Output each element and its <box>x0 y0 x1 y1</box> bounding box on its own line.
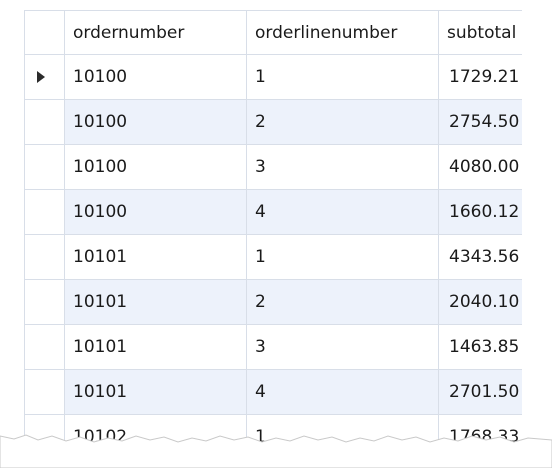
cell-orderlinenumber[interactable]: 3 <box>246 144 439 190</box>
cell-ordernumber[interactable]: 10100 <box>64 99 247 145</box>
row-indicator[interactable] <box>24 234 65 280</box>
row-indicator-header <box>24 10 65 55</box>
table-row[interactable]: 10101 1 4343.56 <box>24 234 522 280</box>
cell-ordernumber[interactable]: 10101 <box>64 234 247 280</box>
cell-orderlinenumber[interactable]: 3 <box>246 324 439 370</box>
cell-orderlinenumber[interactable]: 4 <box>246 189 439 235</box>
column-header-orderlinenumber[interactable]: orderlinenumber <box>246 10 439 55</box>
cell-subtotal[interactable]: 2701.50 <box>438 369 522 415</box>
cell-ordernumber[interactable]: 10100 <box>64 144 247 190</box>
table-row[interactable]: 10101 4 2701.50 <box>24 369 522 415</box>
column-header-subtotal[interactable]: subtotal <box>438 10 522 55</box>
cell-orderlinenumber[interactable]: 2 <box>246 99 439 145</box>
table-row[interactable]: 10101 2 2040.10 <box>24 279 522 325</box>
cell-ordernumber[interactable]: 10101 <box>64 324 247 370</box>
result-grid: ordernumber orderlinenumber subtotal 101… <box>24 10 522 450</box>
cell-orderlinenumber[interactable]: 4 <box>246 369 439 415</box>
right-triangle-icon <box>37 71 45 83</box>
cell-orderlinenumber[interactable]: 1 <box>246 234 439 280</box>
cell-orderlinenumber[interactable]: 2 <box>246 279 439 325</box>
cell-subtotal[interactable]: 4343.56 <box>438 234 522 280</box>
table-row[interactable]: 10101 3 1463.85 <box>24 324 522 370</box>
cell-subtotal[interactable]: 2754.50 <box>438 99 522 145</box>
row-indicator[interactable] <box>24 279 65 325</box>
cell-subtotal[interactable]: 4080.00 <box>438 144 522 190</box>
table-row[interactable]: 10100 4 1660.12 <box>24 189 522 235</box>
result-table: ordernumber orderlinenumber subtotal 101… <box>24 10 522 450</box>
cell-subtotal[interactable]: 2040.10 <box>438 279 522 325</box>
table-row[interactable]: 10100 1 1729.21 <box>24 54 522 100</box>
cell-ordernumber[interactable]: 10101 <box>64 279 247 325</box>
table-row[interactable]: 10100 3 4080.00 <box>24 144 522 190</box>
cell-subtotal[interactable]: 1729.21 <box>438 54 522 100</box>
cell-ordernumber[interactable]: 10100 <box>64 54 247 100</box>
row-indicator[interactable] <box>24 369 65 415</box>
cell-orderlinenumber[interactable]: 1 <box>246 54 439 100</box>
cell-subtotal[interactable]: 1660.12 <box>438 189 522 235</box>
row-indicator[interactable] <box>24 324 65 370</box>
row-indicator[interactable] <box>24 99 65 145</box>
row-indicator[interactable] <box>24 144 65 190</box>
table-row[interactable]: 10100 2 2754.50 <box>24 99 522 145</box>
row-indicator[interactable] <box>24 54 65 100</box>
column-header-ordernumber[interactable]: ordernumber <box>64 10 247 55</box>
torn-edge-decoration <box>0 434 552 468</box>
cell-ordernumber[interactable]: 10101 <box>64 369 247 415</box>
cell-subtotal[interactable]: 1463.85 <box>438 324 522 370</box>
header-row: ordernumber orderlinenumber subtotal <box>24 10 522 55</box>
row-indicator[interactable] <box>24 189 65 235</box>
cell-ordernumber[interactable]: 10100 <box>64 189 247 235</box>
